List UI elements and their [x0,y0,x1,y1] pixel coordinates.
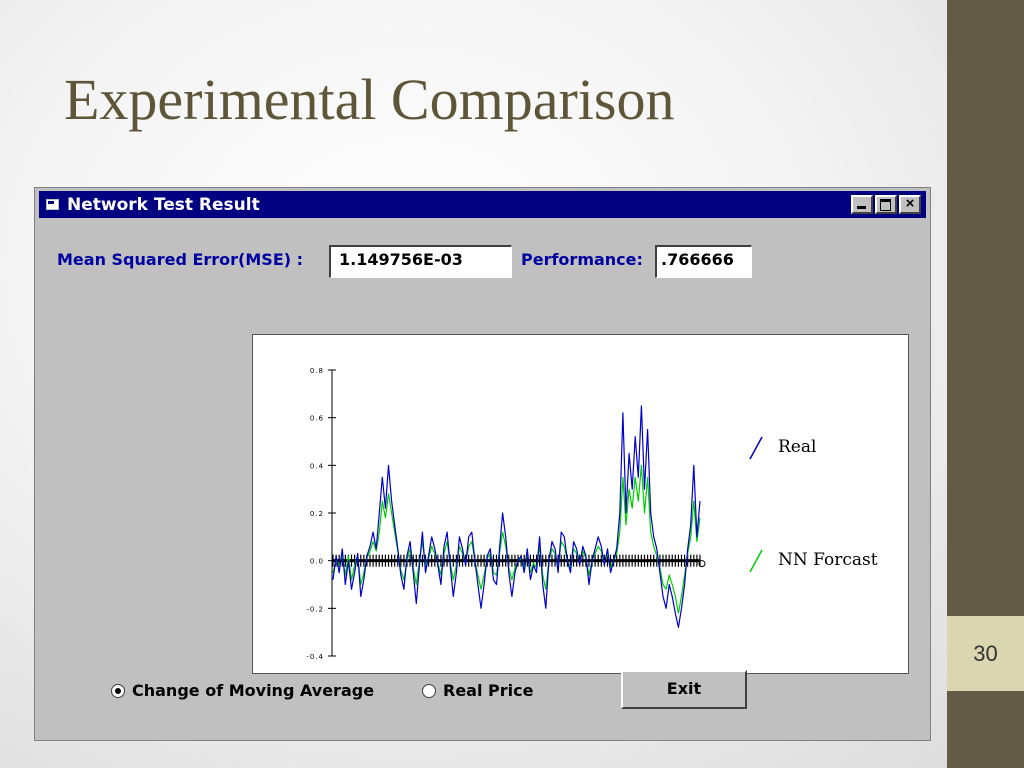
moving-average-radio[interactable] [111,683,125,698]
baseline-end-marker [698,560,706,568]
close-button[interactable]: × [899,195,921,214]
legend-label-nn-forcast: NN Forcast [778,550,878,570]
network-test-window: Network Test Result × Mean Squared Error… [34,187,931,741]
slide-title: Experimental Comparison [64,67,675,132]
performance-label: Performance: [521,250,643,269]
app-window-icon[interactable] [46,198,60,211]
window-titlebar[interactable]: Network Test Result × [39,191,926,218]
legend-swatch-nn-forcast [749,549,763,573]
y-tick-label: 0.6 [310,415,324,423]
slide-number: 30 [947,616,1024,691]
legend-label-real: Real [778,437,816,457]
real-price-radio[interactable] [422,683,436,698]
moving-average-label: Change of Moving Average [132,681,375,700]
legend-swatch-real [749,436,763,460]
window-title: Network Test Result [67,194,260,215]
moving-average-option[interactable]: Change of Moving Average [111,681,374,700]
close-icon: × [905,195,915,212]
real-price-label: Real Price [443,681,534,700]
y-tick-label: 0.0 [310,558,324,566]
y-tick-label: 0.4 [310,462,324,470]
chart-svg: -0.4 -0.2 0.0 0.2 0.4 0.6 0.8 Real NN Forcast [306,367,878,661]
real-price-option[interactable]: Real Price [422,681,533,700]
window-controls: × [851,195,921,214]
y-tick-label: 0.8 [310,367,324,375]
mse-field[interactable]: 1.149756E-03 [329,245,512,278]
y-tick-label: -0.2 [306,605,324,613]
minimize-button[interactable] [851,195,873,214]
performance-field[interactable]: .766666 [655,245,752,278]
zero-baseline [333,559,700,563]
y-tick-label: -0.4 [306,653,324,661]
exit-button[interactable]: Exit [621,670,747,709]
maximize-button[interactable] [875,195,897,214]
prediction-chart: -0.4 -0.2 0.0 0.2 0.4 0.6 0.8 Real NN Forcast [252,334,909,674]
mse-label: Mean Squared Error(MSE) : [57,250,304,269]
y-tick-label: 0.2 [310,510,324,518]
series-line-real [332,405,701,628]
